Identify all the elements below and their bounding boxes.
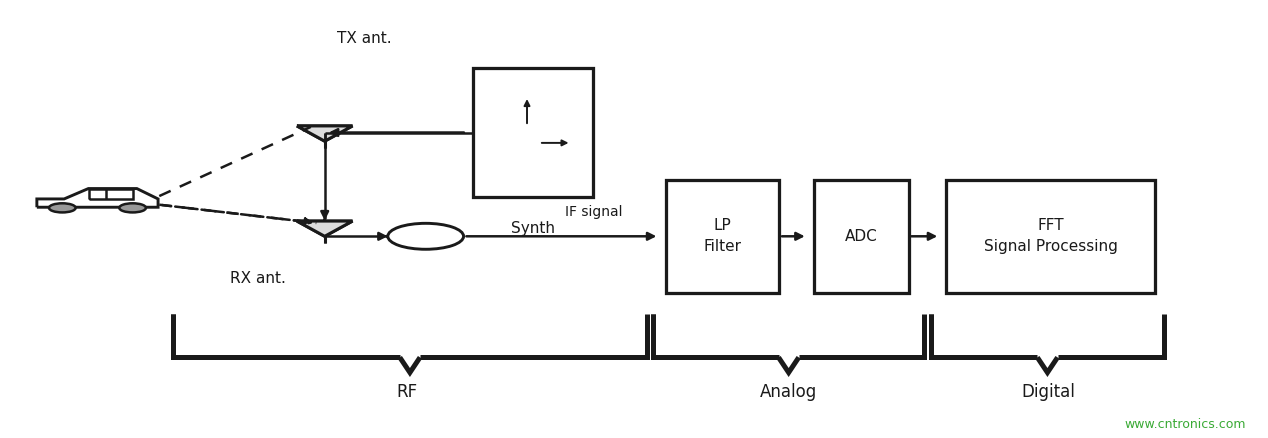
Polygon shape [297,221,353,236]
FancyBboxPatch shape [666,180,779,293]
Text: www.cntronics.com: www.cntronics.com [1125,418,1246,431]
FancyBboxPatch shape [946,180,1155,293]
Circle shape [49,203,76,212]
Text: ADC: ADC [844,229,877,244]
Text: Synth: Synth [511,221,555,236]
Text: RX ant.: RX ant. [230,271,285,286]
Polygon shape [297,126,353,141]
Text: Digital: Digital [1021,383,1075,401]
Circle shape [119,203,146,212]
FancyBboxPatch shape [473,67,593,198]
FancyBboxPatch shape [814,180,909,293]
Text: FFT
Signal Processing: FFT Signal Processing [984,218,1117,254]
Text: LP
Filter: LP Filter [704,218,742,254]
Text: Analog: Analog [760,383,817,401]
Text: IF signal: IF signal [564,205,623,219]
Text: RF: RF [396,383,417,401]
Circle shape [388,223,464,249]
Text: TX ant.: TX ant. [337,31,392,46]
